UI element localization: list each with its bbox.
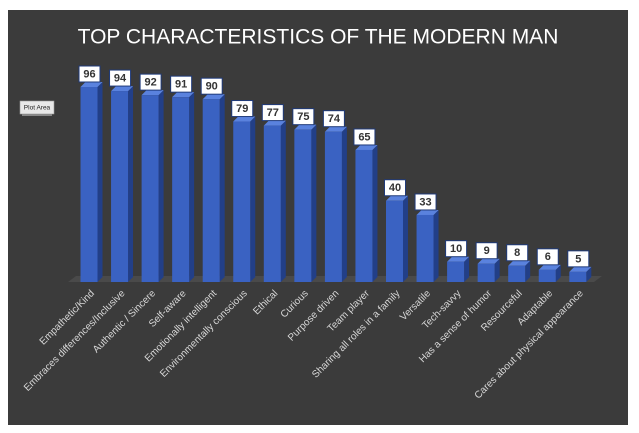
value-label: 90 [206,81,218,93]
bar-side [403,195,408,282]
bar-top [111,86,134,92]
value-label-box [109,69,132,87]
bar [80,87,98,282]
bar [294,129,312,282]
bar-side [586,266,592,282]
bar [202,99,220,282]
bar-side [158,90,164,282]
bar-top [386,195,408,201]
bar-top [538,264,561,270]
value-label: 5 [575,253,581,265]
tooltip: Plot Area [19,100,55,116]
bar-side [311,124,317,282]
value-label-box [261,104,284,122]
value-label: 10 [450,243,462,255]
value-label-box [231,100,254,118]
bar-top [477,258,500,264]
value-label-box [78,65,101,83]
bar-top [355,144,378,150]
bar-side [464,256,470,282]
value-label: 77 [267,107,279,119]
bar-top [202,94,225,100]
bar-top [263,120,286,126]
value-label-box [536,248,559,266]
value-label-box [322,110,345,128]
value-label: 40 [389,182,401,194]
value-label-box [170,75,193,93]
bar-top [508,260,531,266]
value-label-box [445,240,468,258]
value-label-box [506,244,529,262]
value-label-box [384,179,406,197]
bar [386,200,403,282]
value-label: 33 [419,196,431,208]
value-label: 8 [514,247,520,259]
value-label: 9 [484,245,490,257]
value-label: 75 [297,111,309,123]
value-label: 6 [545,251,551,263]
value-label-box [200,77,223,95]
value-label-box [292,108,315,126]
tooltip-shadow [22,114,52,116]
bar [447,261,465,282]
value-label-box [353,128,376,146]
bar-top [141,90,164,96]
bar-top [80,82,103,87]
bar-top [416,209,439,215]
bar-side [555,264,561,282]
bar [141,95,159,282]
bar [111,91,129,282]
value-label: 79 [236,103,248,115]
bar-top [447,256,470,262]
bar-side [433,209,439,282]
value-label: 74 [328,113,341,125]
value-label: 65 [358,131,370,143]
bar [263,125,281,282]
bar-side [128,86,134,282]
bar [233,121,251,282]
tooltip-text: Plot Area [24,105,51,112]
bar-side [372,144,378,282]
value-label-box [414,193,437,211]
bar-top [294,124,317,130]
bar [508,265,526,282]
value-label: 91 [175,79,187,91]
bar-side [341,126,347,282]
bar [477,263,495,282]
value-label: 92 [144,77,156,89]
bar-side [494,258,500,282]
bar-side [189,92,195,282]
bar-top [569,266,592,272]
bar-top [172,92,195,98]
bar-side [97,82,103,282]
bar-side [250,116,256,282]
bar [569,271,587,282]
value-label: 96 [83,68,95,80]
bar [355,149,373,282]
value-label-box [475,242,498,260]
bar [538,269,556,282]
bar [416,214,434,282]
bar [172,97,190,282]
value-label: 94 [114,72,127,84]
bar [324,131,342,282]
bar-side [280,120,286,282]
chart-title: TOP CHARACTERISTICS OF THE MODERN MAN [78,26,559,49]
value-label-box [139,73,162,91]
value-label-box [567,250,590,268]
bar-top [324,126,347,132]
bar-side [525,260,531,282]
bar-side [219,94,225,282]
bar-top [233,116,256,122]
